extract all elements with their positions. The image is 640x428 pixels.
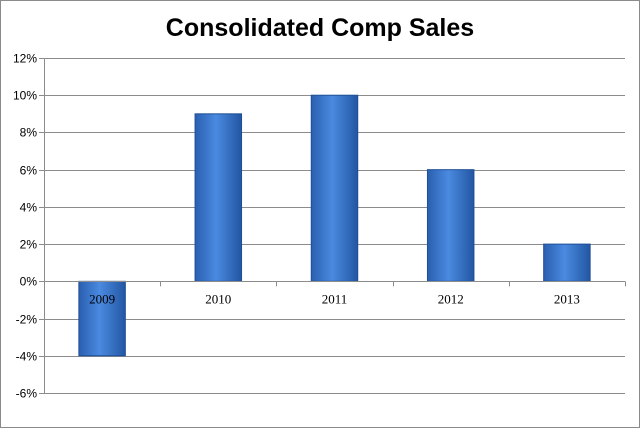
- bar-2009: [78, 280, 126, 357]
- x-tick-label: 2009: [89, 291, 115, 306]
- x-tick-label: 2012: [438, 291, 464, 306]
- y-tick-label: 8%: [20, 126, 38, 140]
- y-tick-label: 6%: [20, 164, 38, 178]
- bar-2010: [194, 113, 243, 282]
- bars: [78, 94, 591, 357]
- bar-2012: [426, 169, 475, 282]
- y-tick-label: 4%: [20, 201, 38, 215]
- y-tick-label: -6%: [16, 387, 38, 401]
- x-tick-label: 2013: [554, 291, 580, 306]
- y-tick-label: -4%: [16, 350, 38, 364]
- y-tick-label: 10%: [13, 89, 37, 103]
- y-tick-label: -2%: [16, 313, 38, 327]
- x-tick-label: 2011: [322, 291, 348, 306]
- chart-title: Consolidated Comp Sales: [165, 14, 475, 42]
- y-tick-label: 12%: [13, 52, 37, 66]
- bar-2011: [310, 94, 359, 282]
- y-tick-labels: 12% 10% 8% 6% 4% 2% 0% -2% -4% -6%: [13, 52, 37, 401]
- y-tick-label: 0%: [20, 275, 38, 289]
- x-tick-labels: 2009 2010 2011 2012 2013: [89, 291, 580, 306]
- x-tick-label: 2010: [205, 291, 231, 306]
- axes: [39, 58, 626, 394]
- bar-2013: [543, 243, 591, 282]
- y-tick-label: 2%: [20, 238, 38, 252]
